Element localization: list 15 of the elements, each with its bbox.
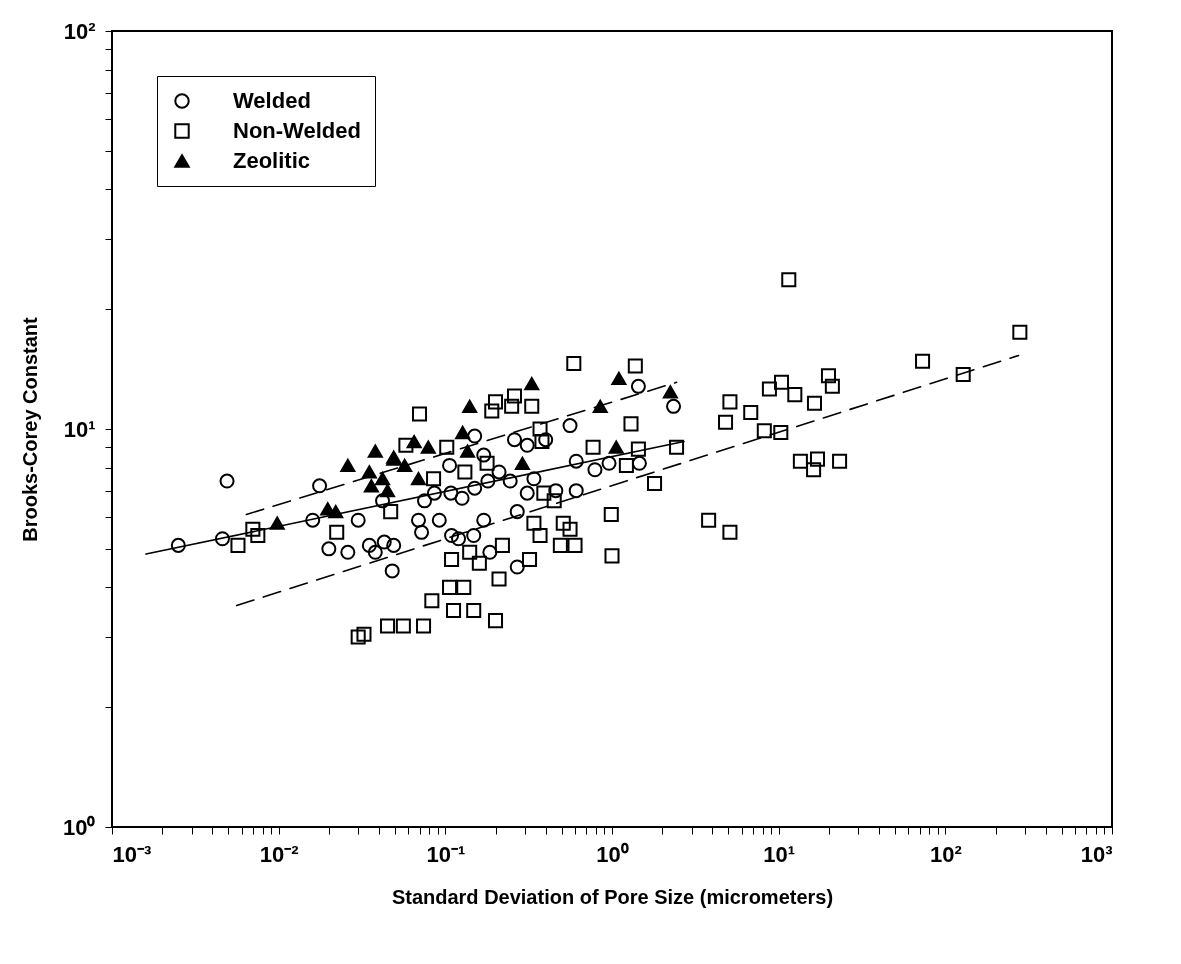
x-tick-label: 10⁻³	[112, 841, 152, 867]
x-tick-label: 10²	[929, 841, 962, 867]
y-tick-label: 10²	[63, 18, 96, 44]
y-axis-title: Brooks-Corey Constant	[19, 316, 42, 542]
x-tick-label: 10⁻¹	[426, 841, 466, 867]
x-tick-label: 10⁰	[596, 841, 629, 867]
legend-label: Non-Welded	[233, 118, 361, 143]
x-tick-label: 10³	[1080, 841, 1113, 867]
y-tick-label: 10¹	[63, 416, 96, 442]
legend-label: Welded	[233, 88, 311, 113]
x-tick-label: 10¹	[763, 841, 796, 867]
x-axis-title: Standard Deviation of Pore Size (micrometers)	[391, 885, 834, 908]
x-tick-label: 10⁻²	[259, 841, 299, 867]
legend-label: Zeolitic	[233, 148, 311, 173]
y-tick-label: 10⁰	[63, 814, 96, 840]
